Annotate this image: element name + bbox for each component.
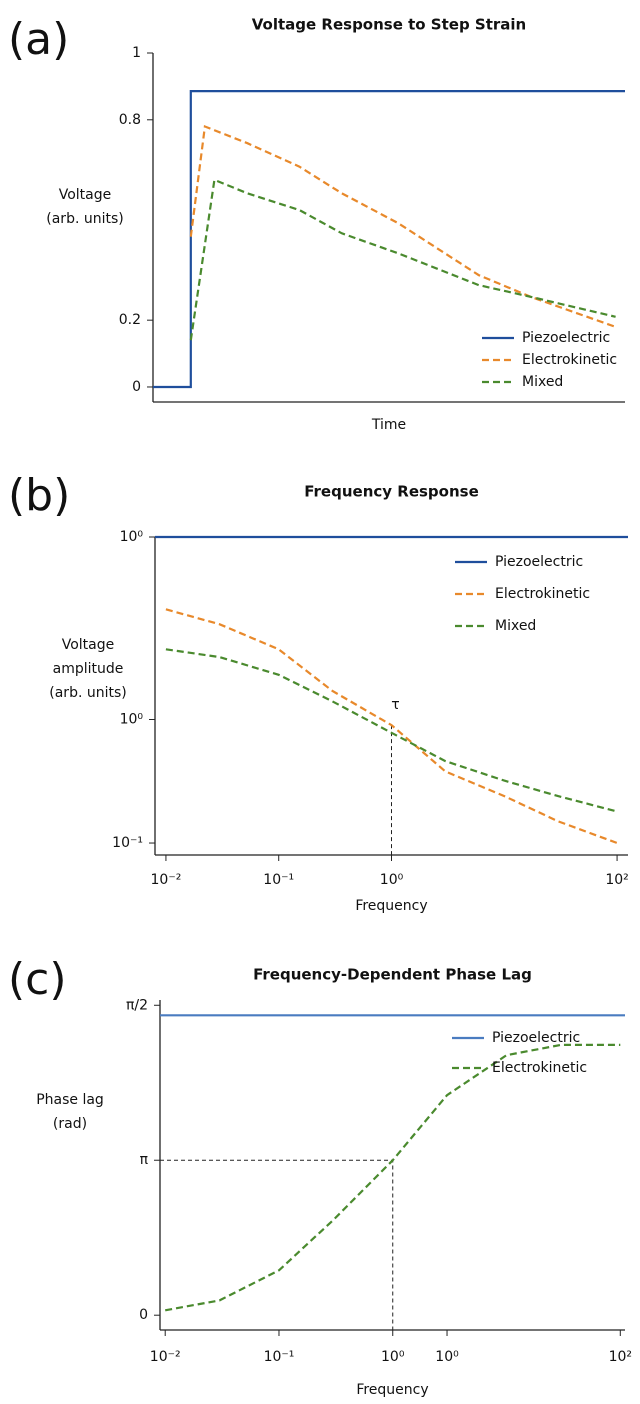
series-line (165, 608, 618, 845)
y-tick-label: 0.8 (119, 112, 141, 128)
chart-title: Frequency Response (304, 483, 479, 501)
x-tick-label: 10⁻¹ (264, 1349, 295, 1365)
x-tick-label: 10² (605, 872, 628, 888)
legend-label: Mixed (495, 618, 536, 634)
series-line (165, 648, 618, 813)
x-tick-label: 10⁻² (151, 872, 182, 888)
y-tick-label: 1 (132, 45, 141, 61)
x-tick-label: 10⁻² (150, 1349, 181, 1365)
panel-label: (b) (8, 470, 70, 521)
chart-title: Voltage Response to Step Strain (252, 16, 526, 34)
y-axis-label: Voltage (59, 187, 112, 203)
legend-label: Electrokinetic (492, 1060, 587, 1076)
x-axis-label: Frequency (355, 898, 427, 914)
y-axis-label: (arb. units) (46, 211, 123, 227)
x-tick-label: 10⁻¹ (263, 872, 294, 888)
panel-label: (a) (8, 14, 69, 65)
legend-label: Electrokinetic (495, 586, 590, 602)
chart-title: Frequency-Dependent Phase Lag (253, 966, 532, 984)
y-tick-label: 10⁰ (120, 529, 144, 545)
y-tick-label: 0.2 (119, 312, 141, 328)
series-line (165, 1043, 621, 1312)
legend-label: Electrokinetic (522, 352, 617, 368)
y-axis-label: (rad) (53, 1116, 87, 1132)
x-tick-label: 10⁰ (380, 872, 404, 888)
series-line (189, 178, 616, 341)
y-axis-label: amplitude (53, 661, 124, 677)
legend-label: Piezoelectric (522, 330, 610, 346)
panel-label: (c) (8, 954, 67, 1005)
guide-line (160, 1159, 394, 1330)
x-axis-label: Frequency (356, 1382, 428, 1398)
x-axis-label: Time (371, 417, 406, 433)
y-tick-label: 0 (139, 1307, 148, 1323)
x-tick-label: 10⁰ (435, 1349, 459, 1365)
y-axis-label: (arb. units) (49, 685, 126, 701)
y-tick-label: 10⁻¹ (112, 835, 143, 851)
series-line (153, 90, 625, 389)
y-axis-label: Voltage (62, 637, 115, 653)
y-axis-label: Phase lag (36, 1092, 104, 1108)
x-tick-label: 10⁰ (381, 1349, 405, 1365)
legend-label: Mixed (522, 374, 563, 390)
y-tick-label: π/2 (126, 997, 148, 1013)
series-line (189, 124, 616, 328)
y-tick-label: π (140, 1152, 149, 1168)
legend-label: Piezoelectric (495, 554, 583, 570)
y-tick-label: 0 (132, 379, 141, 395)
legend-label: Piezoelectric (492, 1030, 580, 1046)
y-tick-label: 10⁰ (120, 711, 144, 727)
guide-label: τ (391, 697, 399, 713)
x-tick-label: 10² (609, 1349, 632, 1365)
